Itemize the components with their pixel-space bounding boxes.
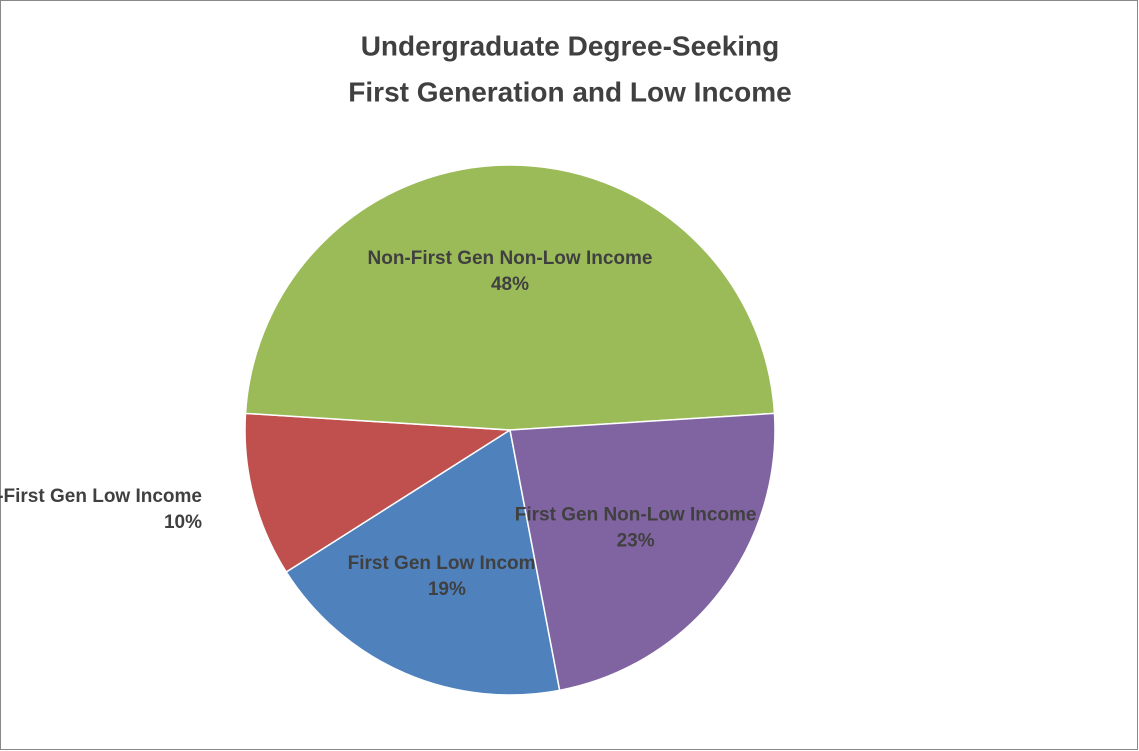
pie-slice [244,412,513,574]
slice-value-label: 23% [617,530,655,551]
slice-label: First Gen Low Income [348,553,546,574]
chart-title: Undergraduate Degree-Seeking [361,30,780,61]
slice-label: Non-First Gen Low Income [0,486,202,507]
slice-label: First Gen Non-Low Income [515,504,757,525]
slice-value-label: 19% [428,579,466,600]
slice-label: Non-First Gen Non-Low Income [368,248,653,269]
pie-slice [244,164,776,431]
chart-title: First Generation and Low Income [348,76,791,107]
pie-slice [285,428,561,696]
pie-slice [509,412,776,692]
slice-value-label: 10% [164,512,202,533]
slice-value-label: 48% [491,274,529,295]
